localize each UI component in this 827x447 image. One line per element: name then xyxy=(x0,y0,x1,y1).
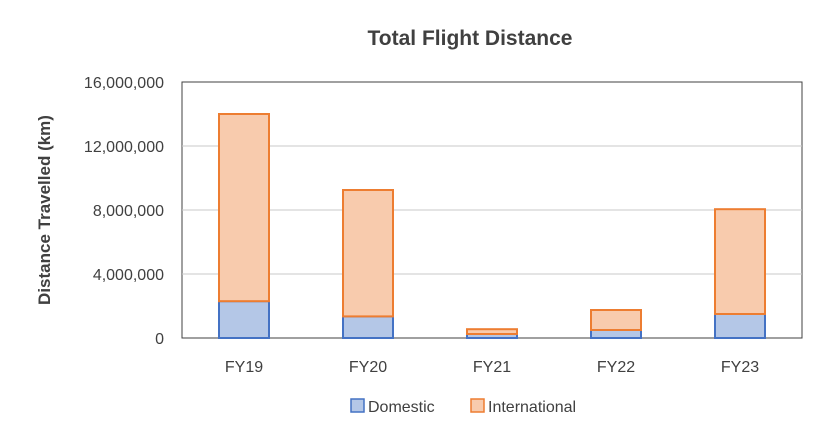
bar-international-fy22 xyxy=(590,309,642,331)
y-tick-label: 0 xyxy=(155,331,164,348)
bar-domestic-fy22 xyxy=(590,329,642,339)
x-tick-label: FY20 xyxy=(349,359,387,376)
x-tick-label: FY22 xyxy=(597,359,635,376)
legend-label-domestic: Domestic xyxy=(368,399,435,416)
legend-swatch-international xyxy=(470,398,485,413)
bars-layer xyxy=(218,113,766,340)
bar-international-fy20 xyxy=(342,189,394,318)
legend-label-international: International xyxy=(488,399,576,416)
bar-international-fy21 xyxy=(466,328,518,336)
y-tick-label: 4,000,000 xyxy=(93,267,164,284)
y-tick-label: 8,000,000 xyxy=(93,203,164,220)
y-tick-labels: 0 4,000,000 8,000,000 12,000,000 16,000,000 xyxy=(84,75,164,348)
bar-domestic-fy20 xyxy=(342,315,394,339)
grid-layer xyxy=(182,145,802,275)
x-tick-label: FY23 xyxy=(721,359,759,376)
y-tick-label: 12,000,000 xyxy=(84,139,164,156)
legend-swatch-domestic xyxy=(350,398,365,413)
y-tick-label: 16,000,000 xyxy=(84,75,164,92)
x-tick-labels: FY19 FY20 FY21 FY22 FY23 xyxy=(225,359,759,376)
bar-international-fy23 xyxy=(714,208,766,315)
bar-domestic-fy23 xyxy=(714,313,766,339)
legend: Domestic International xyxy=(350,398,576,416)
x-tick-label: FY21 xyxy=(473,359,511,376)
chart-title: Total Flight Distance xyxy=(368,27,573,50)
x-tick-label: FY19 xyxy=(225,359,263,376)
bar-international-fy19 xyxy=(218,113,270,303)
y-axis-title: Distance Travelled (km) xyxy=(35,115,54,305)
bar-domestic-fy19 xyxy=(218,300,270,340)
